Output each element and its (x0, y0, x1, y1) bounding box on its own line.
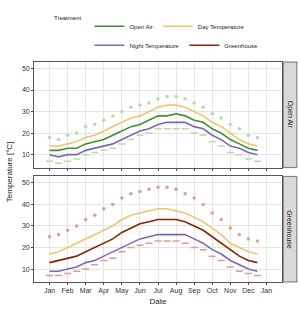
svg-text:Oct: Oct (207, 287, 218, 294)
svg-text:40: 40 (22, 86, 30, 93)
svg-text:Feb: Feb (62, 287, 74, 294)
svg-text:10: 10 (22, 266, 30, 273)
svg-text:Dec: Dec (242, 287, 255, 294)
svg-text:Apr: Apr (98, 287, 110, 295)
svg-text:Jan: Jan (261, 287, 272, 294)
svg-text:50: 50 (22, 65, 30, 72)
svg-text:30: 30 (22, 108, 30, 115)
svg-text:Mar: Mar (80, 287, 93, 294)
svg-text:Day Temperature: Day Temperature (198, 24, 245, 30)
svg-text:Greenhouse: Greenhouse (224, 43, 258, 49)
svg-text:50: 50 (22, 179, 30, 186)
svg-text:Jul: Jul (154, 287, 163, 294)
svg-text:Treatment: Treatment (54, 15, 81, 21)
svg-text:Temperature [°C]: Temperature [°C] (5, 142, 14, 203)
svg-text:Jan: Jan (44, 287, 55, 294)
svg-text:30: 30 (22, 222, 30, 229)
svg-text:Jun: Jun (134, 287, 145, 294)
svg-text:May: May (115, 287, 129, 295)
svg-text:20: 20 (22, 244, 30, 251)
svg-text:Open Air: Open Air (286, 101, 294, 129)
svg-text:Night Temperature: Night Temperature (129, 43, 179, 49)
svg-text:20: 20 (22, 130, 30, 137)
svg-text:Open Air: Open Air (129, 24, 152, 30)
svg-text:Greenhouse: Greenhouse (286, 210, 293, 249)
svg-text:40: 40 (22, 201, 30, 208)
svg-text:Nov: Nov (224, 287, 237, 294)
svg-text:10: 10 (22, 151, 30, 158)
svg-text:Sep: Sep (188, 287, 201, 295)
svg-text:Aug: Aug (170, 287, 183, 295)
svg-text:Date: Date (150, 297, 167, 306)
